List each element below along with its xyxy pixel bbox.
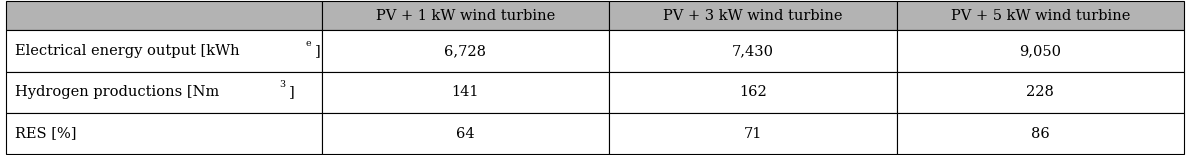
Bar [6, 31, 321, 72]
Bar [321, 113, 609, 154]
Bar [896, 31, 1184, 72]
Text: 162: 162 [739, 85, 766, 99]
Bar [6, 72, 321, 113]
Bar [609, 113, 896, 154]
Text: Hydrogen productions [Nm: Hydrogen productions [Nm [15, 85, 220, 99]
Bar [6, 113, 321, 154]
Text: 228: 228 [1027, 85, 1054, 99]
Bar [321, 31, 609, 72]
Text: e: e [306, 39, 311, 48]
Bar [609, 1, 896, 31]
Text: 7,430: 7,430 [732, 44, 774, 58]
Bar [609, 31, 896, 72]
Text: 3: 3 [278, 80, 286, 89]
Bar [6, 1, 321, 31]
Text: RES [%]: RES [%] [15, 127, 77, 141]
Bar [321, 1, 609, 31]
Bar [321, 72, 609, 113]
Text: Electrical energy output [kWh: Electrical energy output [kWh [15, 44, 240, 58]
Text: PV + 3 kW wind turbine: PV + 3 kW wind turbine [663, 9, 843, 23]
Bar [609, 72, 896, 113]
Text: PV + 5 kW wind turbine: PV + 5 kW wind turbine [951, 9, 1130, 23]
Text: PV + 1 kW wind turbine: PV + 1 kW wind turbine [376, 9, 555, 23]
Bar [896, 72, 1184, 113]
Text: 71: 71 [744, 127, 762, 141]
Text: 9,050: 9,050 [1020, 44, 1061, 58]
Bar [896, 113, 1184, 154]
Text: 6,728: 6,728 [444, 44, 487, 58]
Text: 86: 86 [1031, 127, 1050, 141]
Text: 141: 141 [452, 85, 480, 99]
Text: ]: ] [288, 85, 294, 99]
Text: ]: ] [315, 44, 320, 58]
Bar [896, 1, 1184, 31]
Text: 64: 64 [456, 127, 475, 141]
